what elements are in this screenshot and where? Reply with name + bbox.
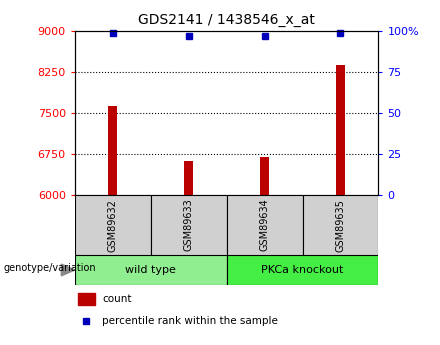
Bar: [303, 195, 378, 255]
Text: GSM89632: GSM89632: [108, 199, 118, 252]
Text: GSM89633: GSM89633: [183, 199, 194, 252]
Bar: [108, 106, 117, 195]
Title: GDS2141 / 1438546_x_at: GDS2141 / 1438546_x_at: [138, 13, 315, 27]
Bar: [227, 255, 378, 285]
Bar: [75, 195, 150, 255]
Bar: [78, 293, 95, 305]
Bar: [336, 66, 345, 195]
Polygon shape: [61, 264, 75, 276]
Text: wild type: wild type: [125, 265, 176, 275]
Text: GSM89635: GSM89635: [335, 199, 345, 252]
Text: percentile rank within the sample: percentile rank within the sample: [102, 316, 278, 326]
Bar: [184, 160, 193, 195]
Text: PKCa knockout: PKCa knockout: [261, 265, 344, 275]
Bar: [260, 157, 269, 195]
Bar: [227, 195, 303, 255]
Bar: [150, 195, 227, 255]
Text: GSM89634: GSM89634: [260, 199, 270, 252]
Text: count: count: [102, 294, 132, 304]
Bar: [75, 255, 227, 285]
Text: genotype/variation: genotype/variation: [4, 264, 96, 274]
